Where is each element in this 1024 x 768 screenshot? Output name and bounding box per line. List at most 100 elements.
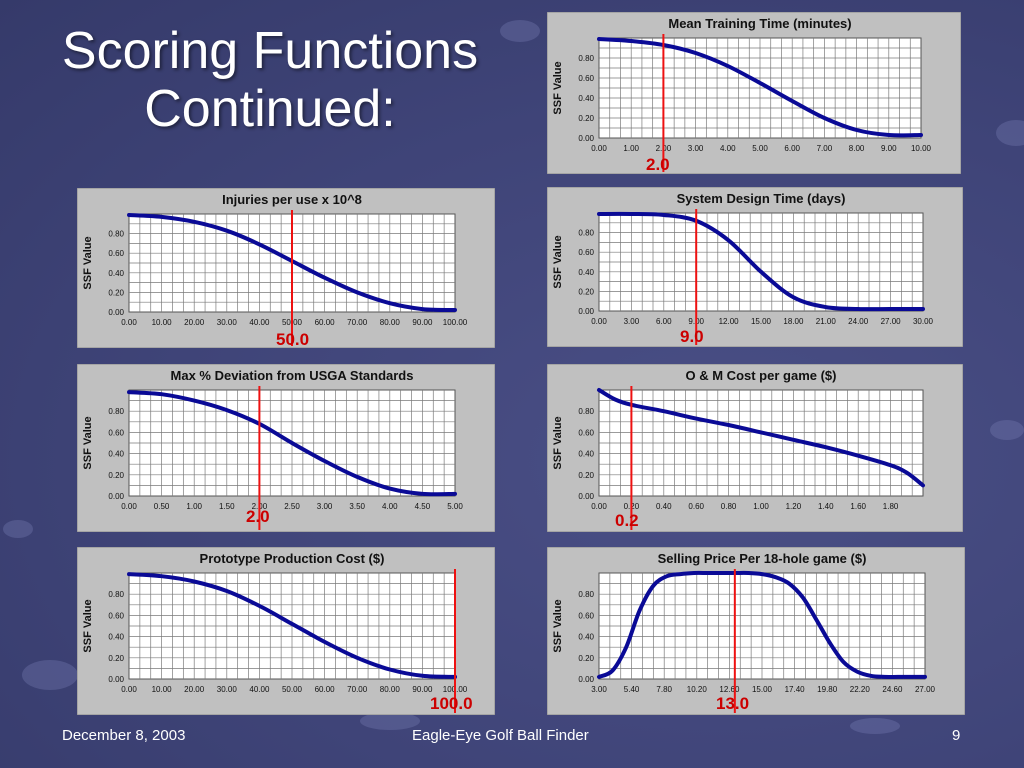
background-bubble — [850, 718, 900, 734]
marker-label-design-time: 9.0 — [680, 327, 704, 346]
y-tick-label: 0.40 — [578, 633, 594, 642]
x-tick-label: 0.00 — [591, 317, 607, 326]
x-tick-label: 4.50 — [415, 502, 431, 511]
y-tick-label: 0.40 — [578, 94, 594, 103]
x-tick-label: 90.00 — [412, 318, 433, 327]
x-tick-label: 2.50 — [284, 502, 300, 511]
y-tick-label: 0.20 — [578, 114, 594, 123]
y-tick-label: 0.20 — [578, 287, 594, 296]
grid-lines — [599, 38, 921, 138]
x-tick-label: 90.00 — [412, 685, 433, 694]
chart-svg: Mean Training Time (minutes) SSF Value 0.0… — [547, 12, 961, 174]
x-tick-label: 17.40 — [785, 685, 806, 694]
y-axis-label: SSF Value — [82, 416, 94, 469]
x-tick-label: 10.00 — [152, 318, 173, 327]
x-tick-label: 20.00 — [184, 685, 205, 694]
y-tick-label: 0.80 — [108, 407, 124, 416]
y-axis-label: SSF Value — [82, 599, 94, 652]
x-tick-label: 7.00 — [817, 144, 833, 153]
page-number: 9 — [952, 727, 961, 744]
x-tick-label: 1.00 — [623, 144, 639, 153]
grid-lines — [129, 573, 455, 679]
y-tick-label: 0.40 — [108, 450, 124, 459]
x-tick-label: 8.00 — [849, 144, 865, 153]
background-bubble — [996, 120, 1024, 146]
y-tick-label: 0.00 — [578, 675, 594, 684]
y-tick-label: 0.40 — [108, 633, 124, 642]
y-tick-label: 0.00 — [108, 492, 124, 501]
x-tick-label: 10.20 — [687, 685, 708, 694]
background-bubble — [22, 660, 78, 690]
series-line — [597, 37, 923, 138]
x-tick-label: 60.00 — [315, 685, 336, 694]
y-tick-label: 0.20 — [108, 288, 124, 297]
chart-svg: Selling Price Per 18-hole game ($) SSF Va… — [547, 547, 965, 715]
chart-om-cost: O & M Cost per game ($) SSF Value 0.00 0.20… — [547, 364, 963, 532]
grid-lines — [599, 390, 923, 496]
x-tick-label: 10.00 — [911, 144, 932, 153]
series-line — [127, 572, 457, 679]
x-tick-label: 21.00 — [816, 317, 837, 326]
x-tick-label: 100.00 — [443, 318, 468, 327]
chart-title: System Design Time (days) — [677, 191, 846, 206]
x-tick-label: 20.00 — [184, 318, 205, 327]
background-bubble — [360, 712, 420, 730]
y-tick-label: 0.80 — [578, 229, 594, 238]
x-tick-label: 3.50 — [349, 502, 365, 511]
x-tick-label: 70.00 — [347, 318, 368, 327]
x-tick-label: 6.00 — [784, 144, 800, 153]
x-tick-label: 3.00 — [591, 685, 607, 694]
x-tick-label: 15.00 — [751, 317, 772, 326]
marker-label-prototype-cost: 100.0 — [430, 694, 473, 713]
x-tick-label: 3.00 — [624, 317, 640, 326]
footer-title: Eagle-Eye Golf Ball Finder — [412, 727, 589, 744]
chart-svg: Max % Deviation from USGA Standards SSF V… — [77, 364, 495, 532]
x-tick-label: 1.80 — [883, 502, 899, 511]
x-tick-label: 15.00 — [752, 685, 773, 694]
chart-mean-training-time: Mean Training Time (minutes) SSF Value 0.0… — [547, 12, 961, 174]
y-tick-label: 0.60 — [578, 248, 594, 257]
x-tick-label: 0.50 — [154, 502, 170, 511]
footer-date: December 8, 2003 — [62, 727, 186, 744]
background-bubble — [500, 20, 540, 42]
y-tick-label: 0.80 — [578, 407, 594, 416]
x-tick-label: 19.80 — [817, 685, 838, 694]
x-tick-label: 30.00 — [217, 685, 238, 694]
chart-prototype-production-cost: Prototype Production Cost ($) SSF Value 0.… — [77, 547, 495, 715]
chart-svg: Injuries per use x 10^8 SSF Value 0.00 0.20… — [77, 188, 495, 348]
x-tick-label: 80.00 — [380, 318, 401, 327]
x-tick-label: 40.00 — [249, 318, 270, 327]
background-bubble — [990, 420, 1024, 440]
x-tick-label: 10.00 — [152, 685, 173, 694]
x-tick-label: 30.00 — [217, 318, 238, 327]
x-tick-label: 40.00 — [249, 685, 270, 694]
chart-title: Mean Training Time (minutes) — [668, 16, 851, 31]
x-tick-label: 50.00 — [282, 685, 303, 694]
chart-svg: System Design Time (days)SSF Value0.000.… — [547, 187, 963, 347]
grid-lines — [129, 390, 455, 496]
x-tick-label: 4.00 — [382, 502, 398, 511]
x-tick-label: 0.00 — [121, 502, 137, 511]
slide-title-line-2: Continued: — [144, 80, 396, 138]
x-tick-label: 3.00 — [688, 144, 704, 153]
x-tick-label: 12.00 — [719, 317, 740, 326]
x-tick-label: 70.00 — [347, 685, 368, 694]
y-tick-label: 0.80 — [578, 54, 594, 63]
y-tick-label: 0.60 — [108, 611, 124, 620]
marker-label-max-deviation: 2.0 — [246, 507, 270, 526]
chart-selling-price: Selling Price Per 18-hole game ($) SSF Va… — [547, 547, 965, 715]
y-axis-label: SSF Value — [552, 599, 564, 652]
y-tick-label: 0.00 — [578, 134, 594, 143]
x-tick-label: 0.80 — [721, 502, 737, 511]
x-tick-label: 60.00 — [315, 318, 336, 327]
chart-title: O & M Cost per game ($) — [686, 368, 837, 383]
y-tick-label: 0.80 — [108, 230, 124, 239]
x-tick-label: 24.60 — [882, 685, 903, 694]
y-tick-label: 0.40 — [578, 268, 594, 277]
y-axis-label: SSF Value — [552, 61, 564, 114]
x-tick-label: 0.00 — [591, 144, 607, 153]
x-tick-label: 4.00 — [720, 144, 736, 153]
x-tick-label: 5.00 — [752, 144, 768, 153]
x-tick-label: 6.00 — [656, 317, 672, 326]
x-tick-label: 9.00 — [881, 144, 897, 153]
